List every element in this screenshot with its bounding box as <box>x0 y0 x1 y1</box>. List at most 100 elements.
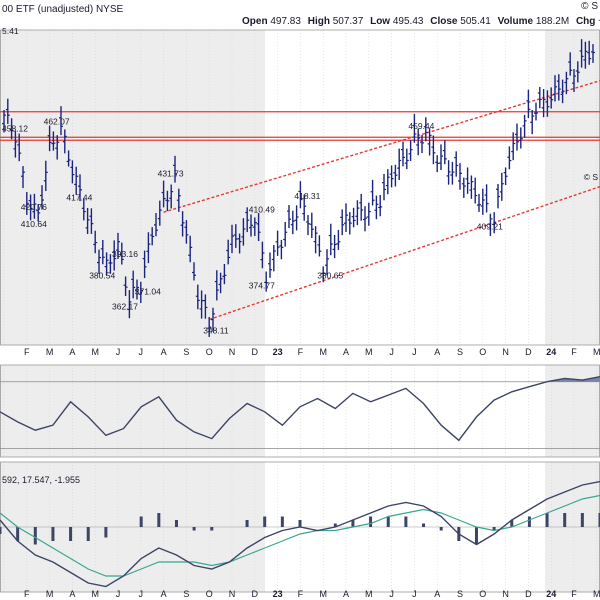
ohlc-bar <box>51 131 56 151</box>
x-tick-label: D <box>252 347 259 357</box>
ohlc-bar <box>24 192 29 215</box>
ohlc-bar <box>336 229 341 250</box>
ohlc-bar <box>401 141 405 167</box>
ohlc-bar <box>575 61 580 83</box>
ohlc-bar <box>427 128 432 156</box>
ohlc-bar <box>256 212 261 242</box>
ohlc-bar <box>568 52 573 76</box>
ohlc-bar <box>579 39 584 68</box>
ohlc-bar <box>511 132 516 161</box>
macd-line <box>0 480 600 588</box>
macd-histogram-bar <box>333 523 337 527</box>
ohlc-bar <box>496 184 500 209</box>
ohlc-bar <box>363 206 367 232</box>
ohlc-bar <box>211 307 215 332</box>
ohlc-bar <box>306 215 310 236</box>
ohlc-bar <box>241 218 246 246</box>
ohlc-bar <box>161 180 166 208</box>
x-tick-label: J <box>412 589 417 599</box>
ohlc-bar <box>385 169 390 195</box>
ohlc-bar <box>461 177 466 198</box>
ohlc-bar <box>518 127 523 149</box>
x-tick-label: S <box>457 589 463 599</box>
ohlc-bar <box>142 250 147 279</box>
macd-panel <box>0 480 600 588</box>
x-tick-label: O <box>206 589 213 599</box>
ohlc-bar <box>40 185 44 210</box>
x-tick-label: J <box>139 347 144 357</box>
ohlc-bar <box>85 208 90 235</box>
ohlc-bar <box>499 172 504 201</box>
ohlc-bar <box>62 129 67 154</box>
ohlc-bar <box>74 166 79 195</box>
ohlc-bar <box>541 89 546 118</box>
x-tick-label: O <box>479 589 486 599</box>
ohlc-bar <box>442 140 447 165</box>
ohlc-bar <box>458 163 462 190</box>
x-tick-label: A <box>161 589 167 599</box>
ohlc-bar <box>169 184 174 209</box>
macd-histogram-bar <box>263 516 267 527</box>
ohlc-bar <box>572 69 576 92</box>
ohlc-bar <box>344 203 348 233</box>
x-tick-label: S <box>183 589 189 599</box>
ohlc-bar <box>237 233 242 254</box>
ohlc-bar <box>382 173 386 201</box>
rsi-line <box>0 376 600 442</box>
ohlc-bar <box>545 90 550 117</box>
x-tick-label: M <box>91 347 99 357</box>
ohlc-bar <box>583 41 588 69</box>
price-annotation: 380.65 <box>317 270 343 280</box>
ohlc-bar <box>104 252 109 276</box>
ohlc-bar <box>108 254 113 274</box>
x-tick-label: M <box>365 589 373 599</box>
x-tick-label: F <box>298 347 304 357</box>
ohlc-bar <box>378 194 383 217</box>
ohlc-bar <box>526 89 531 119</box>
x-tick-label: M <box>365 347 373 357</box>
ohlc-bar <box>420 134 424 154</box>
macd-histogram-bar <box>527 516 531 527</box>
ohlc-bar <box>199 290 204 319</box>
ohlc-bar <box>32 193 37 219</box>
x-tick-label: M <box>91 589 99 599</box>
price-panel: 458.12 462.07 420.76 410.64 417.44 380.54 393.… <box>0 29 600 593</box>
x-tick-label: A <box>69 347 75 357</box>
ohlc-bar <box>564 71 569 95</box>
ohlc-bar <box>435 155 440 173</box>
x-tick-label: O <box>479 347 486 357</box>
ohlc-bar <box>294 205 299 231</box>
ohlc-bar <box>355 200 360 226</box>
x-tick-label: A <box>434 347 440 357</box>
ohlc-bar <box>408 140 413 161</box>
x-tick-label: M <box>46 589 54 599</box>
ohlc-bar <box>70 160 75 184</box>
price-annotation: 459.44 <box>408 121 434 131</box>
ohlc-bar <box>150 227 155 246</box>
chart-title: 00 ETF (unadjusted) NYSE <box>2 4 124 15</box>
ohlc-bar <box>2 110 6 133</box>
ohlc-bar <box>313 226 318 254</box>
ohlc-bar <box>325 249 329 276</box>
price-annotation: 417.44 <box>66 193 92 203</box>
x-tick-label: A <box>161 347 167 357</box>
ohlc-bar <box>484 184 489 213</box>
price-annotation: 380.54 <box>89 270 115 280</box>
ohlc-bar <box>290 210 295 235</box>
x-tick-label: M <box>319 589 327 599</box>
ohlc-bar <box>507 146 512 170</box>
ohlc-bar <box>66 150 71 167</box>
ohlc-bar <box>230 224 234 254</box>
macd-histogram-bar <box>580 513 584 527</box>
ohlc-bar <box>192 262 196 281</box>
x-tick-label: F <box>571 589 577 599</box>
rsi-panel <box>0 376 600 450</box>
x-tick-label: 24 <box>546 347 556 357</box>
corner-price-label: 5.41 <box>2 26 19 36</box>
ohlc-bar <box>477 193 481 212</box>
ohlc-bar <box>138 281 143 304</box>
x-tick-label: S <box>457 347 463 357</box>
macd-histogram-bar <box>280 516 284 527</box>
ohlc-bar <box>131 270 136 299</box>
